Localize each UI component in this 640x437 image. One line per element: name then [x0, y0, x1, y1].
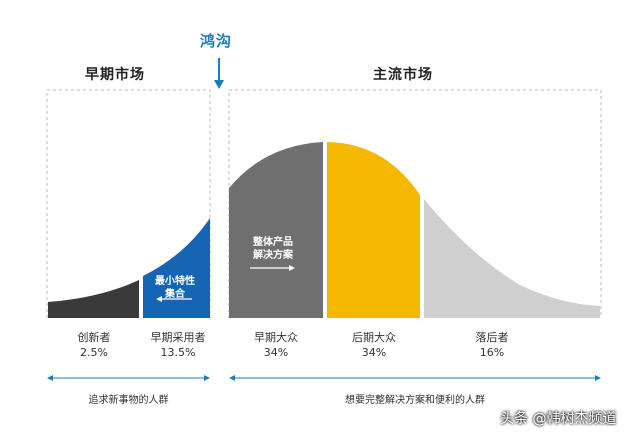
late-majority-pct: 34% — [361, 346, 387, 359]
segment-early-adopters — [143, 218, 210, 318]
mvp-label-line2: 集合 — [165, 289, 185, 300]
mainstream-market-description-text: 想要完整解决方案和便利的人群 — [341, 395, 489, 406]
early-market-box — [46, 89, 211, 318]
innovators-pct: 2.5% — [80, 346, 108, 359]
early-market-title: 早期市场 — [85, 67, 145, 83]
left-range-arrow-right — [204, 375, 210, 381]
laggards-pct: 16% — [479, 346, 505, 359]
chasm-arrow-head — [214, 80, 224, 89]
mainstream-market-description: 想要完整解决方案和便利的人群 — [229, 388, 601, 407]
mainstream-market-title: 主流市场 — [373, 67, 433, 83]
innovators-label: 创新者 2.5% — [58, 330, 130, 360]
mvp-arrow-head — [156, 296, 162, 302]
whole-product-arrow-head — [289, 265, 295, 271]
early-majority-name: 早期大众 — [254, 331, 298, 344]
chasm-title: 鸿沟 — [200, 32, 233, 50]
whole-product-label-line2: 解决方案 — [253, 250, 293, 261]
laggards-label: 落后者 16% — [452, 330, 532, 360]
segment-laggards — [424, 199, 600, 318]
late-majority-label: 后期大众 34% — [335, 330, 413, 360]
whole-product-label: 整体产品 解决方案 — [245, 236, 301, 262]
early-market-description: 追求新事物的人群 — [47, 388, 210, 407]
right-range-arrow-right — [595, 375, 601, 381]
right-range-arrow-left — [229, 375, 235, 381]
segment-late-majority — [327, 142, 420, 318]
early-adopters-label: 早期采用者 13.5% — [138, 330, 218, 360]
whole-product-label-line1: 整体产品 — [253, 237, 293, 248]
early-majority-label: 早期大众 34% — [238, 330, 314, 360]
early-adopters-name: 早期采用者 — [150, 331, 206, 344]
mvp-label-line1: 最小特性 — [155, 276, 195, 287]
laggards-name: 落后者 — [475, 331, 509, 344]
early-majority-pct: 34% — [263, 346, 289, 359]
late-majority-name: 后期大众 — [352, 331, 396, 344]
segment-innovators — [48, 280, 139, 318]
early-market-description-text: 追求新事物的人群 — [84, 395, 173, 406]
watermark: 头条 @韩树杰频道 — [500, 411, 617, 427]
segment-early-majority — [229, 142, 323, 318]
early-adopters-pct: 13.5% — [160, 346, 196, 359]
mvp-label: 最小特性 集合 — [150, 275, 200, 301]
innovators-name: 创新者 — [77, 331, 111, 344]
left-range-arrow-left — [47, 375, 53, 381]
